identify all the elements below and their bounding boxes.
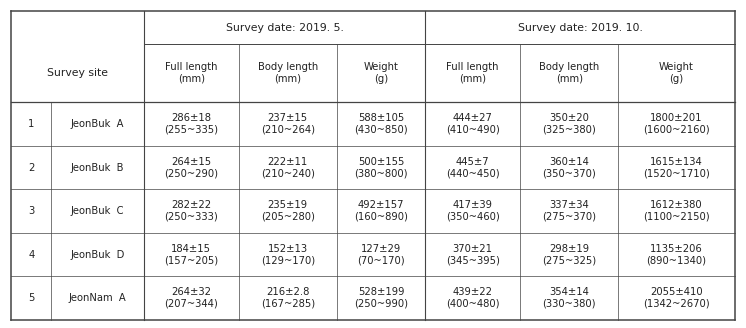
Text: 286±18
(255~335): 286±18 (255~335)	[164, 113, 219, 135]
Text: 444±27
(410~490): 444±27 (410~490)	[446, 113, 500, 135]
Text: Weight
(g): Weight (g)	[659, 62, 694, 84]
Text: 360±14
(350~370): 360±14 (350~370)	[542, 157, 596, 178]
Text: 4: 4	[28, 250, 34, 259]
Text: 2: 2	[28, 163, 34, 173]
Text: JeonNam  A: JeonNam A	[69, 293, 127, 303]
Text: Full length
(mm): Full length (mm)	[446, 62, 499, 84]
Text: 235±19
(205~280): 235±19 (205~280)	[261, 200, 315, 222]
Text: 354±14
(330~380): 354±14 (330~380)	[542, 287, 596, 309]
Text: Body length
(mm): Body length (mm)	[257, 62, 318, 84]
Text: 1800±201
(1600~2160): 1800±201 (1600~2160)	[643, 113, 710, 135]
Text: 417±39
(350~460): 417±39 (350~460)	[446, 200, 500, 222]
Text: 1615±134
(1520~1710): 1615±134 (1520~1710)	[643, 157, 710, 178]
Text: 492±157
(160~890): 492±157 (160~890)	[354, 200, 408, 222]
Text: JeonBuk  D: JeonBuk D	[70, 250, 125, 259]
Text: 528±199
(250~990): 528±199 (250~990)	[354, 287, 408, 309]
Text: 5: 5	[28, 293, 34, 303]
Text: 237±15
(210~264): 237±15 (210~264)	[261, 113, 315, 135]
Text: Body length
(mm): Body length (mm)	[539, 62, 599, 84]
Text: 3: 3	[28, 206, 34, 216]
Text: JeonBuk  B: JeonBuk B	[71, 163, 125, 173]
Text: 152±13
(129~170): 152±13 (129~170)	[260, 244, 315, 265]
Text: Full length
(mm): Full length (mm)	[165, 62, 218, 84]
Text: 337±34
(275~370): 337±34 (275~370)	[542, 200, 596, 222]
Text: JeonBuk  A: JeonBuk A	[71, 119, 125, 129]
Text: Weight
(g): Weight (g)	[363, 62, 398, 84]
Text: 264±15
(250~290): 264±15 (250~290)	[164, 157, 219, 178]
Text: 350±20
(325~380): 350±20 (325~380)	[542, 113, 596, 135]
Text: 1135±206
(890~1340): 1135±206 (890~1340)	[647, 244, 706, 265]
Text: 127±29
(70~170): 127±29 (70~170)	[357, 244, 405, 265]
Text: 370±21
(345~395): 370±21 (345~395)	[446, 244, 500, 265]
Text: 1612±380
(1100~2150): 1612±380 (1100~2150)	[643, 200, 710, 222]
Text: 445±7
(440~450): 445±7 (440~450)	[446, 157, 500, 178]
Text: 264±32
(207~344): 264±32 (207~344)	[164, 287, 218, 309]
Text: JeonBuk  C: JeonBuk C	[71, 206, 125, 216]
Text: 1: 1	[28, 119, 34, 129]
Text: 298±19
(275~325): 298±19 (275~325)	[542, 244, 596, 265]
Text: 2055±410
(1342~2670): 2055±410 (1342~2670)	[643, 287, 710, 309]
Text: Survey site: Survey site	[47, 68, 108, 78]
Text: Survey date: 2019. 5.: Survey date: 2019. 5.	[225, 23, 343, 33]
Text: 282±22
(250~333): 282±22 (250~333)	[164, 200, 218, 222]
Text: 184±15
(157~205): 184±15 (157~205)	[164, 244, 219, 265]
Text: 439±22
(400~480): 439±22 (400~480)	[446, 287, 500, 309]
Text: 222±11
(210~240): 222±11 (210~240)	[261, 157, 315, 178]
Text: 216±2.8
(167~285): 216±2.8 (167~285)	[260, 287, 315, 309]
Text: Survey date: 2019. 10.: Survey date: 2019. 10.	[518, 23, 642, 33]
Text: 588±105
(430~850): 588±105 (430~850)	[354, 113, 408, 135]
Text: 500±155
(380~800): 500±155 (380~800)	[354, 157, 408, 178]
